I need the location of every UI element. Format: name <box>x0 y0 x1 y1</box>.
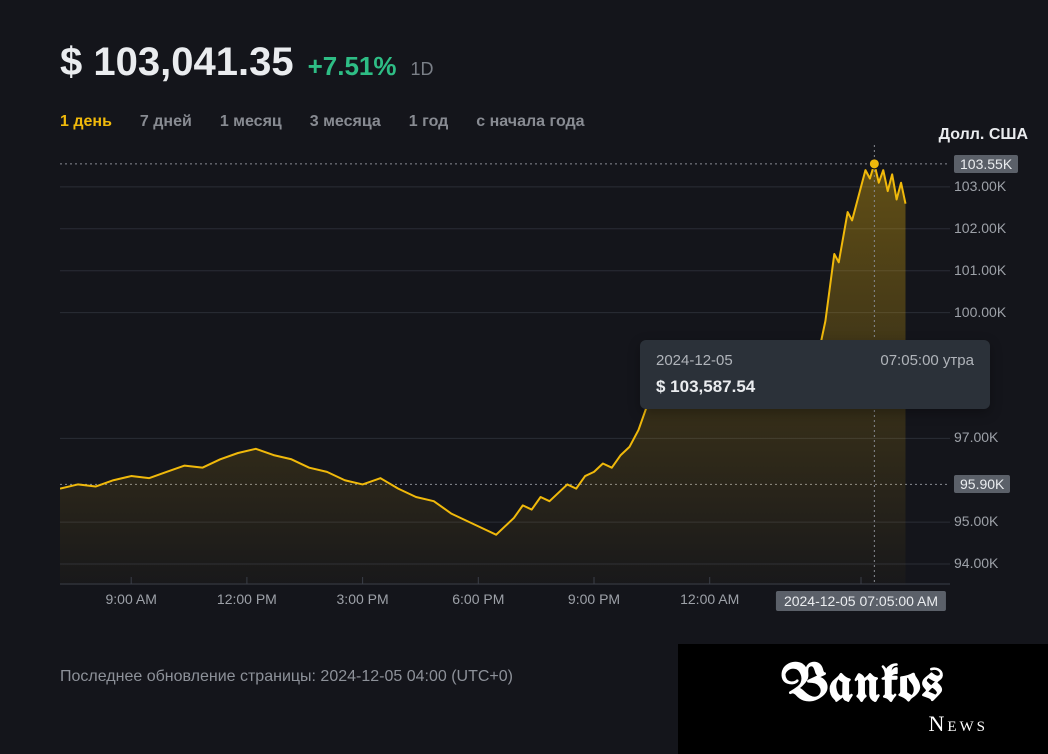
y-tick-label: 103.00K <box>954 178 1006 194</box>
x-tick-label: 12:00 PM <box>217 591 277 607</box>
x-tick-label: 9:00 AM <box>106 591 157 607</box>
x-tick-label: 6:00 PM <box>452 591 504 607</box>
range-item[interactable]: 1 день <box>60 113 112 131</box>
range-item[interactable]: 1 месяц <box>220 113 282 131</box>
price-value: $ 103,041.35 <box>60 40 294 85</box>
x-axis-labels: 9:00 AM 12:00 PM 3:00 PM 6:00 PM 9:00 PM 12:0… <box>60 591 1020 613</box>
x-tick-label: 2024-12-05 07:05:00 AM <box>776 591 946 611</box>
y-tick-label: 95.00K <box>954 513 998 529</box>
x-tick-label: 12:00 AM <box>680 591 739 607</box>
y-tick-label: 95.90K <box>954 475 1010 493</box>
price-change: +7.51% <box>308 51 397 82</box>
price-chart[interactable]: 103.55K 103.00K 102.00K 101.00K 100.00K 97.00… <box>60 145 1020 585</box>
tooltip-date: 2024-12-05 <box>656 352 733 369</box>
x-tick-label: 3:00 PM <box>337 591 389 607</box>
y-tick-label: 101.00K <box>954 262 1006 278</box>
tooltip-time: 07:05:00 утра <box>880 352 974 369</box>
range-item[interactable]: 3 месяца <box>310 113 381 131</box>
logo-main: Bankos <box>782 661 945 713</box>
price-header: $ 103,041.35 +7.51% 1D <box>60 40 1048 85</box>
currency-symbol: $ <box>60 40 82 84</box>
period-short: 1D <box>410 59 433 80</box>
price-number: 103,041.35 <box>93 40 293 84</box>
chart-tooltip: 2024-12-05 07:05:00 утра $ 103,587.54 <box>640 340 990 409</box>
currency-label: Долл. США <box>939 126 1028 144</box>
range-item[interactable]: 1 год <box>409 113 449 131</box>
range-item[interactable]: с начала года <box>476 113 584 131</box>
x-tick-label: 9:00 PM <box>568 591 620 607</box>
y-tick-label: 97.00K <box>954 429 998 445</box>
y-tick-label: 102.00K <box>954 220 1006 236</box>
range-item[interactable]: 7 дней <box>140 113 192 131</box>
range-selector: 1 день 7 дней 1 месяц 3 месяца 1 год с начала… <box>60 113 1048 131</box>
last-update-text: Последнее обновление страницы: 2024-12-0… <box>60 668 513 686</box>
y-tick-label: 94.00K <box>954 555 998 571</box>
brand-logo: Bankos News <box>678 644 1048 754</box>
logo-sub: News <box>928 711 988 737</box>
y-tick-label: 103.55K <box>954 155 1018 173</box>
y-tick-label: 100.00K <box>954 304 1006 320</box>
tooltip-price: $ 103,587.54 <box>656 377 974 397</box>
